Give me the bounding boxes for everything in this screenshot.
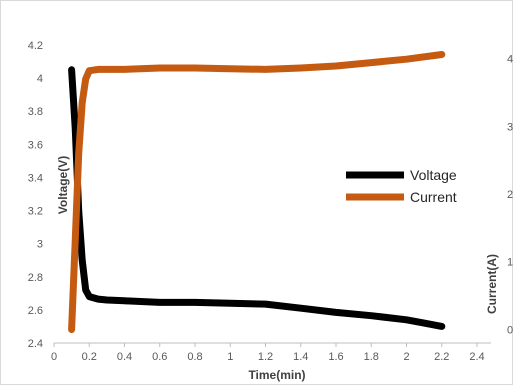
x-tick-label: 2.2 [434, 351, 449, 363]
x-tick-label: 2 [403, 351, 409, 363]
y2-tick-label: 2 [507, 189, 513, 201]
y-tick-label: 3 [37, 239, 43, 251]
y2-axis-title: Current(A) [485, 254, 499, 314]
x-tick-label: 0 [51, 351, 57, 363]
series-line-current [68, 51, 446, 333]
axes: 0 0.2 0.4 0.6 0.8 1 1.2 1.4 1.6 1.8 2 2.2 2.4 2.4 2.6 2… [28, 40, 513, 382]
x-axis-title: Time(min) [248, 368, 305, 382]
legend-label-voltage: Voltage [410, 167, 457, 183]
x-tick-label: 1.6 [328, 351, 343, 363]
y-tick-label: 3.4 [28, 172, 43, 184]
y-tick-label: 3.6 [28, 139, 43, 151]
y2-tick-label: 4 [507, 54, 513, 66]
x-tick-label: 0.2 [82, 351, 97, 363]
y-tick-label: 2.8 [28, 272, 43, 284]
x-tick-label: 0.4 [117, 351, 132, 363]
y2-tick-label: 3 [507, 121, 513, 133]
x-tick-label: 0.6 [152, 351, 167, 363]
y-tick-label: 2.6 [28, 305, 43, 317]
y2-tick-label: 0 [507, 324, 513, 336]
x-tick-label: 1 [227, 351, 233, 363]
y-tick-label: 2.4 [28, 338, 43, 350]
legend: Voltage Current [346, 167, 457, 205]
x-tick-label: 1.2 [258, 351, 273, 363]
x-tick-label: 1.4 [293, 351, 308, 363]
y-axis-title: Voltage(V) [56, 156, 70, 214]
x-tick-label: 0.8 [187, 351, 202, 363]
legend-label-current: Current [410, 189, 457, 205]
y-tick-label: 4 [37, 73, 43, 85]
y-tick-label: 3.2 [28, 206, 43, 218]
y2-tick-label: 1 [507, 257, 513, 269]
x-tick-label: 2.4 [469, 351, 484, 363]
y-tick-label: 3.8 [28, 106, 43, 118]
y-tick-label: 4.2 [28, 40, 43, 52]
series-layer [68, 51, 446, 333]
series-line-voltage [68, 66, 446, 330]
x-tick-label: 1.8 [364, 351, 379, 363]
